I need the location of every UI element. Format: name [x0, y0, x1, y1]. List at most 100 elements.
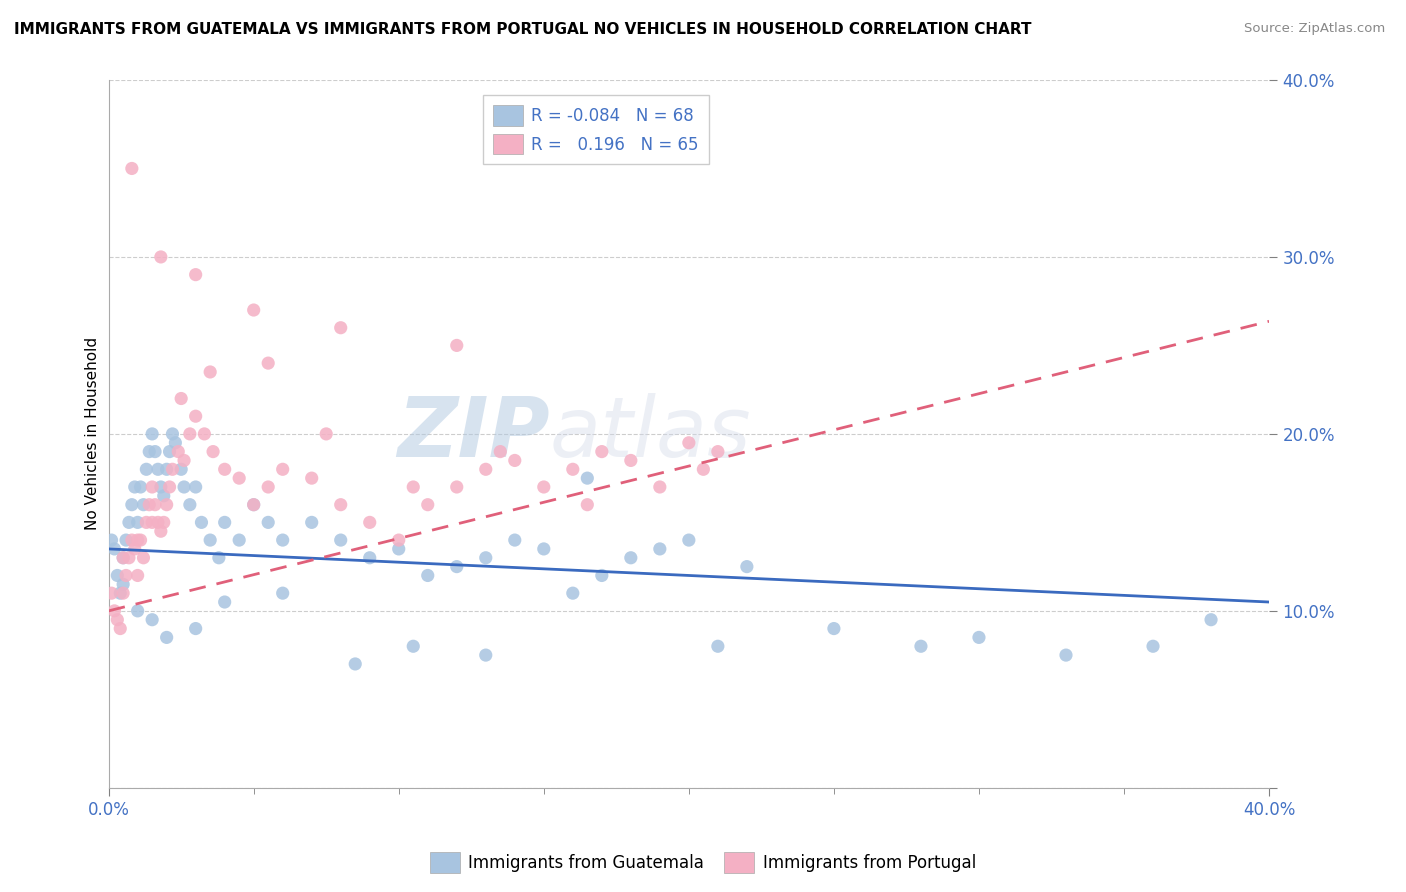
Point — [132, 498, 155, 512]
Point — [184, 268, 207, 282]
Point — [141, 613, 163, 627]
Text: IMMIGRANTS FROM GUATEMALA VS IMMIGRANTS FROM PORTUGAL NO VEHICLES IN HOUSEHOLD C: IMMIGRANTS FROM GUATEMALA VS IMMIGRANTS … — [14, 22, 1032, 37]
Point — [359, 516, 381, 530]
Point — [271, 533, 294, 547]
Point — [967, 631, 990, 645]
Point — [170, 392, 193, 406]
Point — [648, 480, 671, 494]
Point — [165, 435, 187, 450]
Point — [159, 480, 181, 494]
Point — [620, 550, 643, 565]
Point — [329, 533, 352, 547]
Point — [446, 480, 468, 494]
Point — [823, 622, 845, 636]
Point — [1142, 640, 1164, 654]
Point — [156, 631, 179, 645]
Point — [620, 453, 643, 467]
Point — [475, 462, 498, 476]
Point — [228, 533, 250, 547]
Point — [112, 586, 135, 600]
Point — [143, 498, 166, 512]
Point — [162, 426, 184, 441]
Point — [124, 541, 146, 556]
Point — [112, 577, 135, 591]
Legend: R = -0.084   N = 68, R =   0.196   N = 65: R = -0.084 N = 68, R = 0.196 N = 65 — [484, 95, 709, 164]
Point — [162, 462, 184, 476]
Point — [416, 498, 439, 512]
Point — [121, 533, 143, 547]
Point — [135, 516, 157, 530]
Point — [156, 498, 179, 512]
Point — [152, 489, 174, 503]
Point — [475, 550, 498, 565]
Text: Source: ZipAtlas.com: Source: ZipAtlas.com — [1244, 22, 1385, 36]
Point — [149, 524, 172, 539]
Point — [159, 444, 181, 458]
Point — [242, 303, 264, 318]
Point — [115, 533, 138, 547]
Point — [184, 480, 207, 494]
Point — [103, 541, 125, 556]
Point — [416, 568, 439, 582]
Point — [179, 426, 201, 441]
Point — [105, 613, 128, 627]
Point — [533, 541, 555, 556]
Point — [344, 657, 367, 671]
Point — [184, 409, 207, 424]
Point — [735, 559, 758, 574]
Legend: Immigrants from Guatemala, Immigrants from Portugal: Immigrants from Guatemala, Immigrants fr… — [423, 846, 983, 880]
Point — [257, 516, 280, 530]
Point — [533, 480, 555, 494]
Point — [202, 444, 225, 458]
Point — [198, 533, 221, 547]
Point — [190, 516, 212, 530]
Point — [475, 648, 498, 662]
Point — [648, 541, 671, 556]
Point — [388, 533, 411, 547]
Point — [110, 586, 132, 600]
Point — [112, 550, 135, 565]
Point — [214, 516, 236, 530]
Point — [707, 640, 730, 654]
Point — [561, 586, 583, 600]
Point — [692, 462, 714, 476]
Point — [388, 541, 411, 556]
Point — [135, 462, 157, 476]
Point — [118, 550, 141, 565]
Point — [129, 480, 152, 494]
Point — [446, 559, 468, 574]
Point — [329, 498, 352, 512]
Point — [141, 426, 163, 441]
Point — [121, 161, 143, 176]
Point — [132, 550, 155, 565]
Point — [193, 426, 215, 441]
Point — [910, 640, 932, 654]
Point — [156, 462, 179, 476]
Point — [271, 462, 294, 476]
Point — [121, 498, 143, 512]
Point — [127, 604, 149, 618]
Point — [576, 471, 599, 485]
Point — [1199, 613, 1222, 627]
Point — [173, 453, 195, 467]
Point — [198, 365, 221, 379]
Point — [141, 480, 163, 494]
Point — [152, 516, 174, 530]
Point — [402, 480, 425, 494]
Point — [707, 444, 730, 458]
Point — [359, 550, 381, 565]
Point — [173, 480, 195, 494]
Point — [170, 462, 193, 476]
Point — [503, 453, 526, 467]
Point — [214, 595, 236, 609]
Point — [228, 471, 250, 485]
Point — [118, 516, 141, 530]
Point — [678, 533, 700, 547]
Point — [271, 586, 294, 600]
Point — [561, 462, 583, 476]
Point — [124, 480, 146, 494]
Point — [115, 568, 138, 582]
Point — [127, 516, 149, 530]
Point — [100, 533, 122, 547]
Point — [402, 640, 425, 654]
